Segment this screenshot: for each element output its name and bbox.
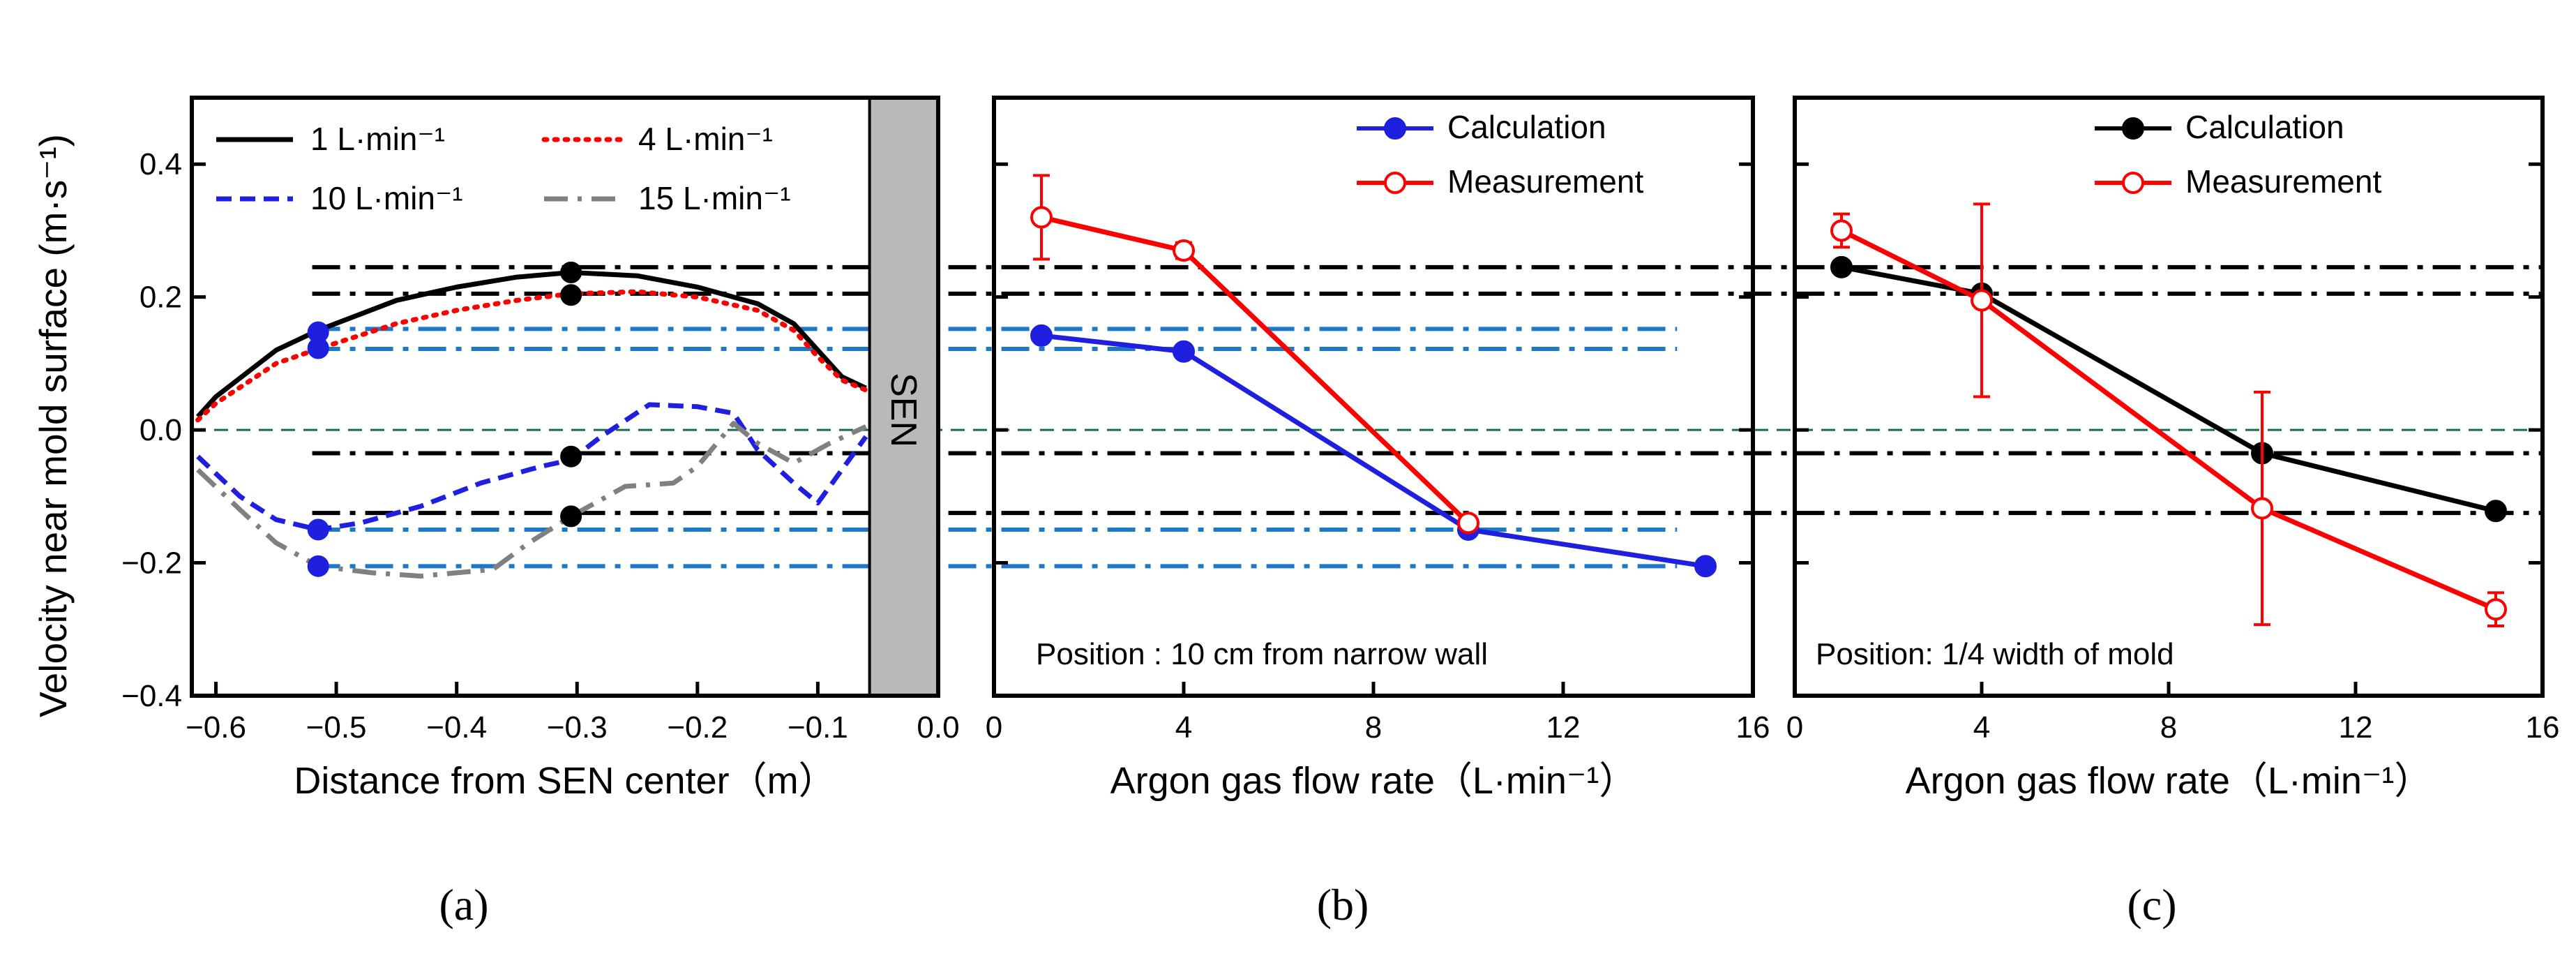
data-point [1830,255,1853,278]
legend-marker [1384,172,1406,194]
x-tick-label: −0.2 [667,710,728,745]
legend-label: Measurement [2185,163,2381,200]
caption-a: (a) [439,880,488,929]
series-line-1 [1840,228,2497,612]
data-point [1694,555,1717,578]
data-point [560,445,582,468]
data-point [307,555,329,577]
series-line-0 [1041,333,1706,569]
x-tick-label: 0 [986,710,1002,745]
data-point [560,284,582,306]
x-tick-label: 8 [1365,710,1382,745]
y-tick-label: −0.2 [121,546,182,581]
series-line-1 [1041,214,1470,525]
data-point [1173,340,1195,363]
x-axis-label: Argon gas flow rate（L·min⁻¹） [1110,760,1637,802]
x-tick-label: 12 [2339,710,2373,745]
plot-frame [1793,96,2545,698]
legend-marker [2122,117,2144,140]
y-tick-label: 0.0 [140,413,182,447]
legend-label: Calculation [2185,109,2344,145]
legend-marker [1384,117,1406,140]
x-tick-label: 12 [1546,710,1581,745]
legend-label: 10 L·min⁻¹ [310,180,463,216]
series-line-1 [195,289,868,423]
x-tick-label: 0.0 [917,710,959,745]
legend-label: 15 L·min⁻¹ [638,180,791,216]
x-tick-label: 16 [2526,710,2560,745]
data-point [1971,289,1993,312]
x-tick-label: 4 [1175,710,1192,745]
x-tick-label: −0.5 [306,710,367,745]
series-line-0 [1841,264,2496,514]
data-point [2251,497,2273,520]
panel-a: SEN −0.6 −0.5 −0.4 −0.3 −0.2 −0.1 0.0 −0.4 −0.2 0.… [121,96,960,802]
caption-b: (b) [1317,880,1369,929]
x-tick-label: −0.4 [426,710,487,745]
y-tick-label: 0.4 [140,147,182,181]
data-point [1830,219,1853,242]
x-tick-label: −0.6 [186,710,246,745]
position-annotation: Position : 10 cm from narrow wall [1036,637,1488,671]
legend-label: Measurement [1447,163,1643,200]
series-line-2 [196,402,868,532]
x-axis-label: Argon gas flow rate（L·min⁻¹） [1906,760,2432,802]
x-tick-label: 8 [2160,710,2177,745]
x-tick-label: 16 [1736,710,1770,745]
x-tick-label: 4 [1973,710,1990,745]
data-point [2485,500,2507,523]
x-tick-label: −0.3 [547,710,608,745]
data-point [1030,206,1053,229]
position-annotation: Position: 1/4 width of mold [1816,637,2174,671]
data-point [307,518,329,541]
y-axis-label: Velocity near mold surface (m·s⁻¹) [31,134,75,717]
legend-marker [2122,172,2144,194]
y-tick-label: −0.4 [121,679,182,713]
legend-label: 1 L·min⁻¹ [310,121,445,157]
caption-c: (c) [2127,880,2176,929]
legend-label: 4 L·min⁻¹ [638,121,773,157]
x-tick-label: 0 [1786,710,1803,745]
data-point [560,261,582,283]
legend-label: Calculation [1447,109,1606,145]
panel-b: 0 4 8 12 16 Argon gas flow rate（L·min⁻¹） Posit… [986,96,1770,802]
series-line-3 [196,421,867,579]
guide-lines-layer [192,264,2543,569]
y-tick-label: 0.2 [140,281,182,315]
plot-frame [190,96,940,698]
panel-c: 0 4 8 12 16 Argon gas flow rate（L·min⁻¹） Posit… [1786,96,2560,802]
sen-label: SEN [883,373,924,447]
data-point [560,505,582,528]
data-point [1457,511,1479,535]
x-tick-label: −0.1 [788,710,848,745]
x-axis-label: Distance from SEN center（m） [294,760,836,802]
data-point [307,337,329,359]
data-point [1030,324,1053,347]
data-point [1173,239,1195,262]
data-point [2485,598,2507,621]
